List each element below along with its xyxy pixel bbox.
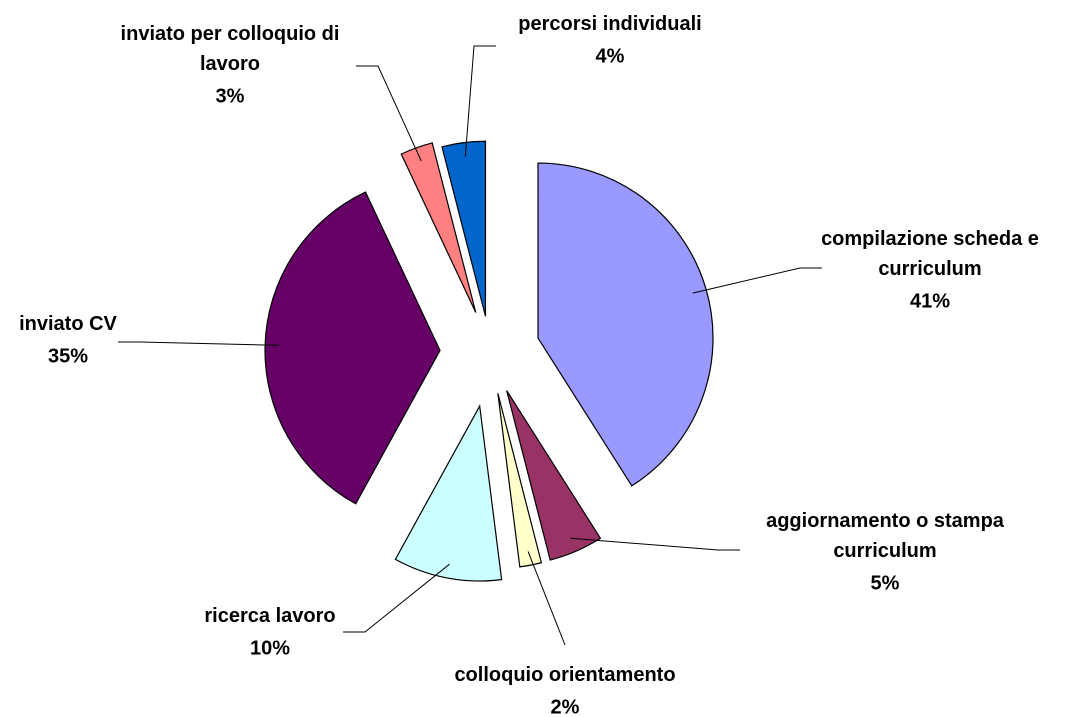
slice-value-label: 35%: [48, 345, 88, 367]
slice-label: aggiornamento o stampa curriculum: [766, 510, 1005, 562]
leader-line: [356, 65, 422, 162]
leader-line: [118, 341, 280, 346]
slice-label: compilazione scheda e curriculum: [821, 228, 1039, 280]
slice-label: inviato CV: [19, 313, 117, 335]
slice-value-label: 2%: [551, 696, 580, 717]
pie-slice: [506, 390, 602, 561]
slice-label: colloquio orientamento: [454, 664, 675, 686]
slice-value-label: 4%: [596, 45, 625, 67]
leader-line: [464, 45, 496, 157]
pie-slice: [264, 191, 441, 505]
slice-value-label: 10%: [250, 637, 290, 659]
slice-label: percorsi individuali: [518, 13, 701, 35]
slice-label: ricerca lavoro: [204, 605, 335, 627]
pie-slice: [537, 162, 714, 487]
leader-line: [343, 563, 450, 633]
slice-label: inviato per colloquio di lavoro: [121, 23, 340, 75]
slice-value-label: 5%: [871, 572, 900, 594]
leader-line: [527, 551, 566, 646]
pie-slice: [497, 393, 543, 568]
slice-value-label: 3%: [216, 85, 245, 107]
pie-slice: [400, 142, 477, 313]
leader-line: [692, 267, 822, 294]
leader-line: [570, 537, 740, 551]
pie-slice: [394, 404, 503, 582]
slice-value-label: 41%: [910, 290, 950, 312]
pie-slice: [441, 140, 487, 317]
